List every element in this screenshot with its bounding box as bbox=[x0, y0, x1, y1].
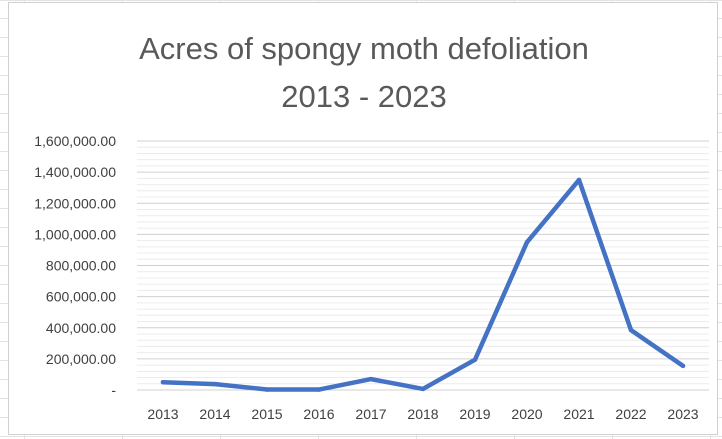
chart-title-line-2: 2013 - 2023 bbox=[281, 79, 446, 114]
y-tick-label: 400,000.00 bbox=[46, 320, 116, 336]
x-axis-tick-labels: 2013 2014 2015 2016 2017 2018 2019 2020 2021 2022… bbox=[147, 406, 698, 422]
x-tick-label: 2015 bbox=[251, 406, 282, 422]
data-point bbox=[576, 177, 582, 183]
chart-title-line-1: Acres of spongy moth defoliation bbox=[139, 31, 589, 66]
data-point bbox=[524, 239, 530, 245]
y-tick-label: 800,000.00 bbox=[46, 258, 116, 274]
series-line bbox=[160, 177, 686, 392]
data-point bbox=[316, 387, 322, 392]
x-tick-label: 2019 bbox=[459, 406, 490, 422]
x-tick-label: 2022 bbox=[615, 406, 646, 422]
data-point bbox=[368, 376, 374, 382]
data-point bbox=[212, 381, 218, 387]
y-tick-label: 1,000,000.00 bbox=[34, 226, 116, 242]
data-point bbox=[472, 357, 478, 362]
x-tick-label: 2018 bbox=[407, 406, 438, 422]
y-tick-label: 1,200,000.00 bbox=[34, 195, 116, 211]
x-tick-label: 2013 bbox=[147, 406, 178, 422]
x-tick-label: 2017 bbox=[355, 406, 386, 422]
y-tick-label: 600,000.00 bbox=[46, 289, 116, 305]
sheet-row-line bbox=[0, 436, 722, 437]
x-tick-label: 2016 bbox=[303, 406, 334, 422]
x-tick-label: 2020 bbox=[511, 406, 542, 422]
y-axis-tick-labels: - 200,000.00 400,000.00 600,000.00 800,000.0… bbox=[34, 133, 116, 398]
sheet-row-line bbox=[0, 0, 722, 1]
chart-frame[interactable]: Acres of spongy moth defoliation 2013 - … bbox=[8, 2, 718, 435]
data-point bbox=[680, 363, 686, 369]
line-chart: Acres of spongy moth defoliation 2013 - … bbox=[34, 31, 709, 422]
x-tick-label: 2021 bbox=[563, 406, 594, 422]
y-tick-label: 200,000.00 bbox=[46, 351, 116, 367]
data-point bbox=[420, 386, 426, 392]
data-point bbox=[160, 380, 166, 385]
data-point bbox=[628, 327, 634, 333]
y-tick-label: - bbox=[111, 382, 116, 398]
y-tick-label: 1,600,000.00 bbox=[34, 133, 116, 149]
x-tick-label: 2023 bbox=[667, 406, 698, 422]
gridlines bbox=[137, 140, 709, 391]
data-point bbox=[264, 387, 270, 392]
series-layer bbox=[160, 177, 686, 392]
x-tick-label: 2014 bbox=[199, 406, 230, 422]
y-tick-label: 1,400,000.00 bbox=[34, 164, 116, 180]
